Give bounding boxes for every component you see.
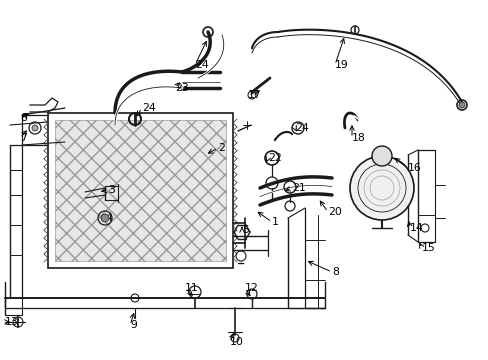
Text: 21: 21: [291, 183, 305, 193]
Circle shape: [349, 156, 413, 220]
Text: 10: 10: [229, 337, 244, 347]
Text: 6: 6: [20, 113, 27, 123]
Circle shape: [458, 102, 464, 108]
Text: 17: 17: [247, 90, 261, 100]
Text: 20: 20: [327, 207, 341, 217]
Text: 3: 3: [108, 185, 115, 195]
Bar: [55, 120, 225, 261]
Text: 22: 22: [267, 153, 281, 163]
Text: 11: 11: [184, 283, 198, 293]
Circle shape: [371, 146, 391, 166]
Text: 8: 8: [331, 267, 338, 277]
Text: 7: 7: [20, 133, 27, 143]
Text: 23: 23: [175, 83, 188, 93]
Circle shape: [101, 214, 109, 222]
Text: 16: 16: [407, 163, 421, 173]
Bar: [48, 113, 232, 268]
Text: 24: 24: [195, 60, 208, 70]
Text: 24: 24: [294, 123, 308, 133]
Text: 12: 12: [244, 283, 258, 293]
Text: 2: 2: [218, 143, 224, 153]
Text: 24: 24: [142, 103, 156, 113]
Text: 18: 18: [351, 133, 365, 143]
Text: 9: 9: [130, 320, 137, 330]
Text: 4: 4: [105, 213, 112, 223]
Text: 13: 13: [5, 317, 19, 327]
Text: 5: 5: [242, 225, 248, 235]
Circle shape: [32, 125, 38, 131]
Text: 14: 14: [409, 223, 423, 233]
Text: 1: 1: [271, 217, 278, 227]
Text: 19: 19: [334, 60, 348, 70]
Text: 15: 15: [421, 243, 435, 253]
